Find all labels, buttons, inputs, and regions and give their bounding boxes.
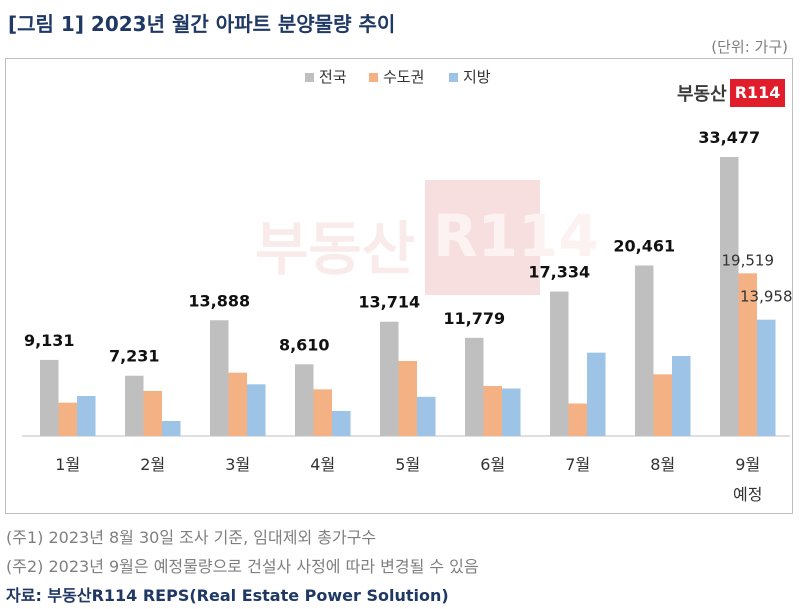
bar-2-5 <box>502 388 521 436</box>
logo-text: 부동산 <box>677 84 727 105</box>
data-label-total-3: 8,610 <box>279 335 330 354</box>
bar-2-7 <box>672 356 691 436</box>
category-label-4: 5월 <box>395 455 420 474</box>
bar-2-0 <box>77 396 96 436</box>
legend-label-0: 전국 <box>319 68 347 86</box>
category-label-0: 1월 <box>55 455 80 474</box>
bar-0-1 <box>125 375 144 436</box>
bar-1-8 <box>738 273 757 436</box>
watermark-text: 부동산 <box>255 215 416 283</box>
bar-0-3 <box>295 364 314 436</box>
category-label-3: 4월 <box>310 455 335 474</box>
bar-1-2 <box>228 372 247 436</box>
bar-1-3 <box>313 389 332 436</box>
logo-box: R114 <box>729 79 786 107</box>
watermark-box <box>425 180 540 295</box>
bar-1-7 <box>653 374 672 436</box>
data-label-sudogwon-9: 19,519 <box>722 251 775 269</box>
bar-2-1 <box>162 421 181 436</box>
bar-0-5 <box>465 337 484 436</box>
r114-logo: 부동산 R114 <box>677 77 786 109</box>
bar-0-6 <box>550 291 569 436</box>
watermark-logo: 부동산 R114 <box>255 180 599 295</box>
note-1: (주1) 2023년 8월 30일 조사 기준, 임대제외 총가구수 <box>6 528 377 547</box>
data-label-total-8: 33,477 <box>698 128 760 147</box>
data-label-total-1: 7,231 <box>109 347 160 366</box>
page-title: [그림 1] 2023년 월간 아파트 분양물량 추이 <box>8 12 396 36</box>
category-label-8-line2: 예정 <box>733 485 762 504</box>
note-2: (주2) 2023년 9월은 예정물량으로 건설사 사정에 따라 변경될 수 있… <box>6 557 479 576</box>
watermark-box-text: R114 <box>433 202 599 270</box>
bar-0-0 <box>40 359 59 436</box>
data-label-total-5: 11,779 <box>443 309 505 328</box>
bar-1-6 <box>568 403 587 436</box>
data-label-total-7: 20,461 <box>613 236 675 255</box>
data-label-jibang-9: 13,958 <box>740 288 793 306</box>
bar-2-4 <box>417 396 436 436</box>
chart-frame <box>5 58 793 514</box>
legend-swatch-1 <box>369 73 378 82</box>
source-text: 자료: 부동산R114 REPS(Real Estate Power Solut… <box>6 586 449 605</box>
legend-label-2: 지방 <box>463 68 491 86</box>
bar-1-1 <box>143 391 162 436</box>
legend-swatch-2 <box>449 73 458 82</box>
bar-1-4 <box>398 361 417 436</box>
bar-2-3 <box>332 411 351 436</box>
data-label-total-4: 13,714 <box>358 293 420 312</box>
unit-label: (단위: 가구) <box>711 38 788 56</box>
bar-0-8 <box>720 157 739 436</box>
legend-label-1: 수도권 <box>383 68 424 86</box>
bar-2-6 <box>587 352 606 436</box>
bar-1-0 <box>58 402 77 436</box>
category-label-1: 2월 <box>140 455 165 474</box>
bar-0-7 <box>635 265 654 436</box>
bar-1-5 <box>483 386 502 436</box>
category-label-7: 8월 <box>650 455 675 474</box>
bar-0-2 <box>210 320 229 436</box>
category-label-2: 3월 <box>225 455 250 474</box>
legend-swatch-0 <box>305 73 314 82</box>
bar-0-4 <box>380 321 399 436</box>
bar-2-8 <box>757 319 776 436</box>
bar-2-2 <box>247 384 266 436</box>
category-label-8: 9월 <box>735 455 760 474</box>
data-label-total-2: 13,888 <box>188 291 250 310</box>
data-label-total-6: 17,334 <box>528 263 590 282</box>
category-label-6: 7월 <box>565 455 590 474</box>
data-label-total-0: 9,131 <box>24 331 75 350</box>
category-label-5: 6월 <box>480 455 505 474</box>
